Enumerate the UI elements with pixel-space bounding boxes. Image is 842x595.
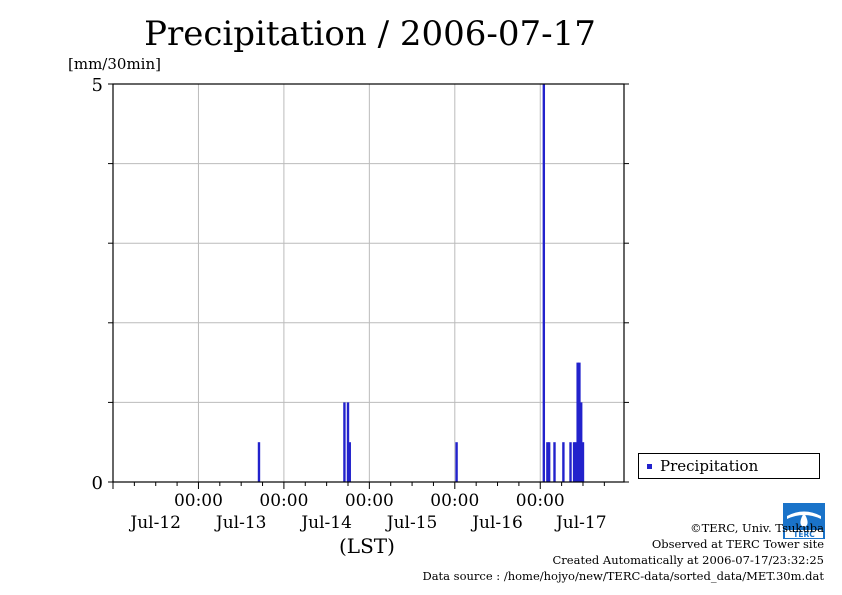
x-tick-time-label: 00:00: [430, 491, 479, 511]
x-tick-time-label: 00:00: [516, 491, 565, 511]
precipitation-bar: [553, 442, 556, 482]
copyright-text: ©TERC, Univ. Tsukuba: [690, 521, 824, 535]
x-tick-date-label: Jul-16: [470, 513, 523, 533]
x-tick-date-label: Jul-17: [554, 513, 607, 533]
credits: ©TERC, Univ. Tsukuba Observed at TERC To…: [422, 520, 824, 584]
legend-swatch: [647, 464, 652, 469]
bars: [257, 84, 585, 482]
legend-label: Precipitation: [660, 457, 759, 475]
legend: Precipitation: [638, 453, 820, 479]
precipitation-bar: [578, 362, 581, 482]
grid: [113, 84, 624, 482]
precipitation-bar: [580, 402, 583, 482]
precipitation-bar: [343, 402, 346, 482]
y-tick-label: 0: [92, 473, 103, 494]
precipitation-bar: [562, 442, 565, 482]
x-tick-time-label: 00:00: [259, 491, 308, 511]
x-tick-date-label: Jul-13: [214, 513, 267, 533]
observed-text: Observed at TERC Tower site: [651, 537, 824, 551]
x-tick-date-label: Jul-15: [385, 513, 438, 533]
ticks: [108, 83, 629, 489]
x-tick-date-label: Jul-12: [128, 513, 181, 533]
tick-labels: 05Jul-1200:00Jul-1300:00Jul-1400:00Jul-1…: [92, 75, 607, 533]
precipitation-bar: [455, 442, 458, 482]
precipitation-bar: [574, 442, 578, 482]
x-tick-date-label: Jul-14: [299, 513, 352, 533]
x-axis-label: (LST): [339, 534, 395, 558]
precipitation-bar: [569, 442, 572, 482]
precipitation-bar: [581, 442, 585, 482]
source-text: Data source : /home/hojyo/new/TERC-data/…: [422, 569, 824, 583]
precipitation-bar: [572, 442, 576, 482]
terc-logo-icon: TERC: [783, 503, 825, 539]
precipitation-bar: [547, 442, 551, 482]
plot-frame: [112, 83, 625, 483]
precipitation-bar: [576, 362, 579, 482]
x-tick-time-label: 00:00: [345, 491, 394, 511]
x-tick-time-label: 00:00: [174, 491, 223, 511]
chart-title: Precipitation / 2006-07-17: [144, 14, 596, 54]
precipitation-bar: [257, 442, 261, 482]
logo-text: TERC: [793, 530, 815, 539]
y-axis-unit: [mm/30min]: [68, 55, 161, 73]
precipitation-bar: [348, 442, 351, 482]
precipitation-bar: [546, 442, 549, 482]
created-text: Created Automatically at 2006-07-17/23:3…: [552, 553, 825, 567]
precipitation-bar: [346, 402, 350, 482]
precipitation-bar: [542, 84, 546, 482]
y-tick-label: 5: [92, 75, 103, 96]
